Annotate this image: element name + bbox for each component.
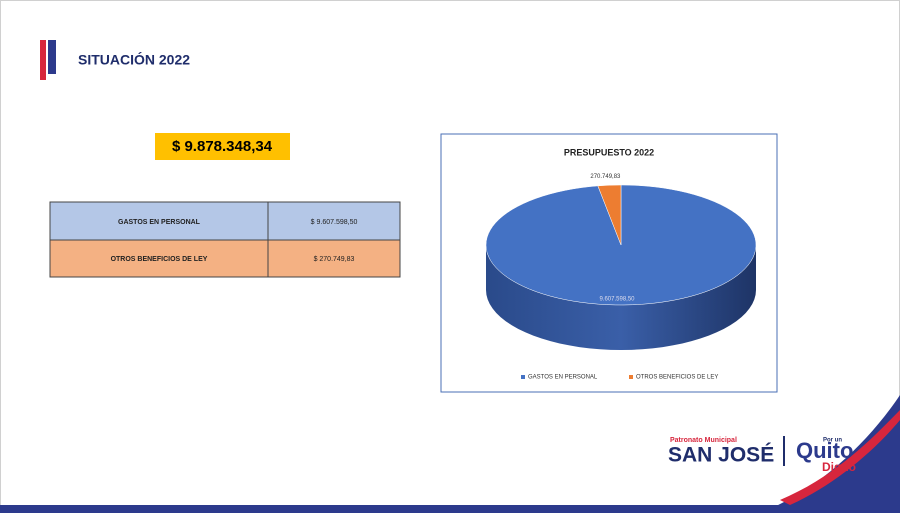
bottom-bar [0,505,900,513]
slice [597,184,622,246]
pie: 9.607.598,50 270.749,83 GASTOS EN PERSONAL… [485,174,757,381]
logo-city: Quito [796,438,853,463]
legend-label: OTROS BENEFICIOS DE LEY [636,375,718,381]
swoosh [760,395,900,513]
table-row [49,201,401,241]
legend-swatch [629,375,633,379]
accent-blue [48,40,56,74]
logo-top: Patronato Municipal [670,437,737,444]
slice-side [486,245,756,350]
table-cell: OTROS BENEFICIOS DE LEY [111,256,208,263]
logo-divider [783,436,785,466]
legend-swatch [521,375,525,379]
logo-name: SAN JOSÉ [668,444,774,467]
data-label: 270.749,83 [590,174,621,180]
logo-tag: Digno [822,460,856,474]
table-cell: GASTOS EN PERSONAL [118,219,201,226]
total-box [155,133,290,160]
accent-red [40,40,46,80]
total-value: $ 9.878.348,34 [172,138,273,155]
table-row [49,239,401,278]
slide-title: SITUACIÓN 2022 [78,51,190,68]
legend-label: GASTOS EN PERSONAL [528,375,598,381]
swoosh-accent [780,410,900,505]
logo-small: Por un [823,438,842,444]
data-label: 9.607.598,50 [599,297,635,303]
table-cell: $ 270.749,83 [314,256,355,263]
table-cell: $ 9.607.598,50 [311,219,358,226]
chart-title: PRESUPUESTO 2022 [564,147,654,157]
